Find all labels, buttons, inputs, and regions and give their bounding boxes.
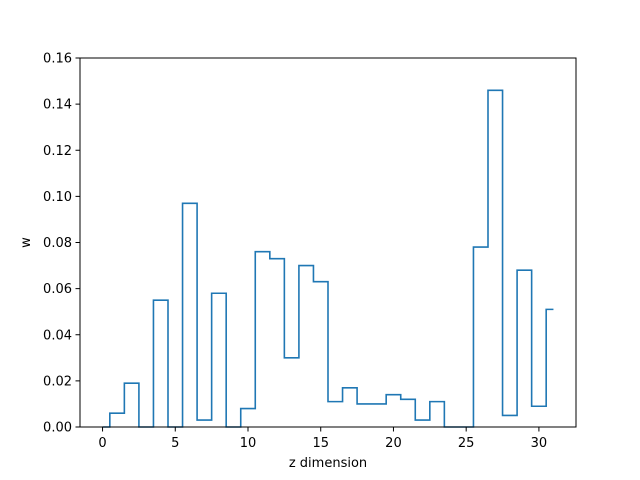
- x-tick-label: 5: [171, 436, 179, 451]
- x-tick-label: 30: [531, 436, 548, 451]
- y-tick-label: 0.12: [43, 144, 72, 159]
- x-tick-label: 0: [98, 436, 106, 451]
- y-tick-label: 0.08: [43, 236, 72, 251]
- y-tick-label: 0.06: [43, 282, 72, 297]
- y-tick-label: 0.02: [43, 374, 72, 389]
- x-tick-label: 15: [312, 436, 329, 451]
- axes-frame: [79, 57, 577, 428]
- x-tick-label: 25: [458, 436, 475, 451]
- x-axis-label: z dimension: [289, 456, 367, 471]
- y-tick-label: 0.00: [43, 421, 72, 436]
- x-tick-label: 20: [385, 436, 402, 451]
- x-axis-ticks: 0 5 10 15 20 25 30: [98, 427, 547, 451]
- x-tick-label: 10: [240, 436, 257, 451]
- y-tick-label: 0.10: [43, 190, 72, 205]
- y-tick-label: 0.14: [43, 98, 72, 113]
- y-tick-label: 0.04: [43, 328, 72, 343]
- y-axis-ticks: 0.00 0.02 0.04 0.06 0.08 0.10 0.12 0.14 0.16: [43, 52, 80, 436]
- y-axis-label: w: [19, 237, 34, 248]
- y-tick-label: 0.16: [43, 52, 72, 67]
